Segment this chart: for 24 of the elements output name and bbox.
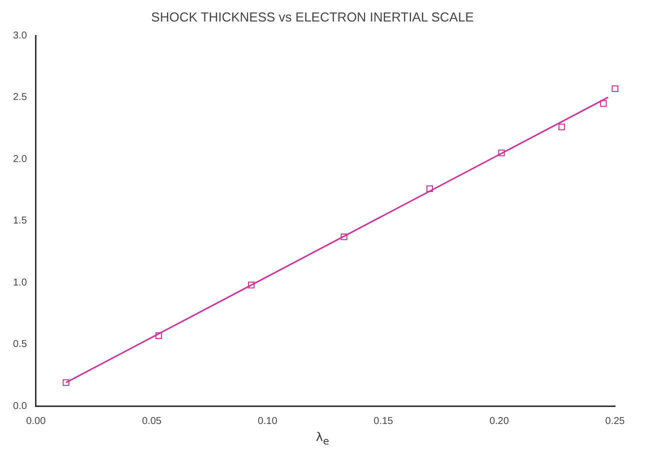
x-tick-label: 0.10 — [258, 416, 278, 427]
x-tick-label: 0.05 — [142, 416, 162, 427]
y-tick-label: 0.5 — [12, 339, 28, 350]
point — [248, 282, 255, 288]
y-tick-label: 1.5 — [12, 216, 28, 227]
y-tick-label: 1.0 — [12, 277, 28, 288]
x-axis-title: λ$_{e}$ — [314, 430, 330, 448]
point — [600, 100, 607, 107]
y-tick-label: 2.5 — [12, 92, 28, 104]
x-tick-label: 0.25 — [605, 416, 626, 427]
point — [558, 124, 566, 130]
point — [612, 85, 618, 92]
x-tick-label: 0.00 — [26, 416, 46, 427]
point — [340, 234, 348, 240]
point — [155, 332, 162, 339]
y-tick-label: 0.0 — [12, 400, 28, 412]
x-tick-label: 0.20 — [489, 416, 510, 427]
y-tick-label: 2.0 — [12, 154, 28, 165]
point — [62, 379, 70, 386]
point — [426, 185, 434, 192]
y-tick-label: 3.0 — [12, 30, 28, 42]
point — [498, 150, 505, 156]
x-tick-label: 0.15 — [374, 416, 394, 427]
chart-title: SHOCK THICKNESS vs ELECTRON INERTIAL SCALE — [151, 9, 474, 24]
